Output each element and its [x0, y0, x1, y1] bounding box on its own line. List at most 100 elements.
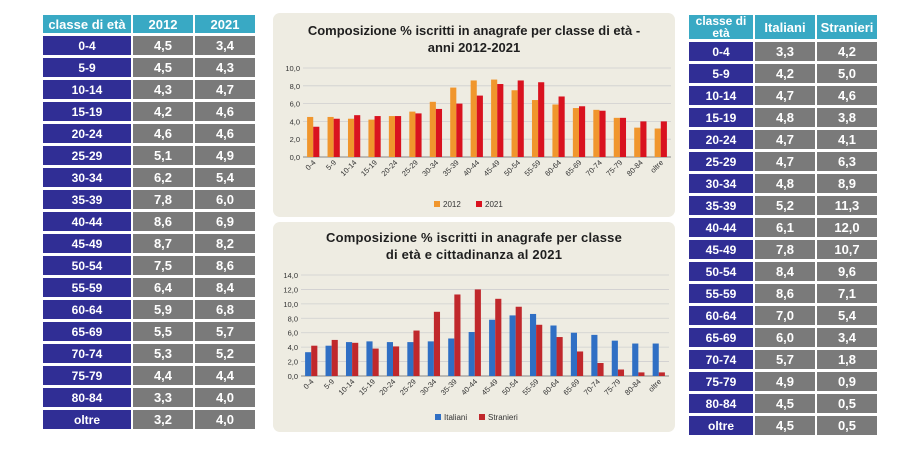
- bar-italiani: [427, 341, 434, 376]
- right-row: 65-69 6,0 3,4: [689, 328, 877, 347]
- left-value-cell: 6,0: [193, 190, 255, 209]
- left-value-cell: 4,0: [193, 410, 255, 429]
- left-age-cell: 50-54: [43, 256, 131, 275]
- bar-stranieri: [311, 345, 318, 376]
- x-tick-label: 60-64: [543, 158, 563, 178]
- right-value-cell: 5,0: [815, 64, 877, 83]
- right-value-cell: 3,4: [815, 328, 877, 347]
- left-value-cell: 4,6: [193, 102, 255, 121]
- bar-2012: [531, 100, 539, 157]
- left-age-cell: 65-69: [43, 322, 131, 341]
- x-tick-label: 0-4: [302, 377, 316, 391]
- right-value-cell: 4,8: [753, 108, 815, 127]
- left-value-cell: 6,9: [193, 212, 255, 231]
- bar-2021: [415, 113, 422, 157]
- left-value-cell: 4,6: [131, 124, 193, 143]
- left-age-cell: 5-9: [43, 58, 131, 77]
- right-value-cell: 4,7: [753, 152, 815, 171]
- x-tick-label: 75-79: [602, 377, 622, 397]
- right-value-cell: 10,7: [815, 240, 877, 259]
- x-tick-label: 20-24: [379, 158, 399, 178]
- left-value-cell: 7,8: [131, 190, 193, 209]
- bar-stranieri: [638, 372, 645, 376]
- right-value-cell: 5,2: [753, 196, 815, 215]
- right-value-cell: 6,1: [753, 218, 815, 237]
- left-age-cell: 75-79: [43, 366, 131, 385]
- left-value-cell: 3,3: [131, 388, 193, 407]
- x-tick-label: 65-69: [561, 377, 581, 397]
- right-age-cell: 65-69: [689, 328, 753, 347]
- right-value-cell: 4,5: [753, 416, 815, 435]
- chart-panel-2012-2021: Composizione % iscritti in anagrafe per …: [273, 13, 675, 217]
- right-value-cell: 1,8: [815, 350, 877, 369]
- left-row: 65-69 5,5 5,7: [43, 322, 255, 341]
- legend-swatch-2012: [434, 201, 440, 207]
- bar-2021: [538, 82, 545, 157]
- bar-2021: [640, 121, 647, 157]
- bar-italiani: [468, 331, 475, 376]
- left-age-cell: 55-59: [43, 278, 131, 297]
- x-tick-label: 65-69: [563, 158, 583, 178]
- bar-2021: [456, 103, 463, 157]
- left-age-cell: 30-34: [43, 168, 131, 187]
- left-row: 75-79 4,4 4,4: [43, 366, 255, 385]
- y-tick-label: 2,0: [288, 358, 298, 367]
- bar-2012: [347, 118, 355, 157]
- right-age-cell: 0-4: [689, 42, 753, 61]
- left-row: 70-74 5,3 5,2: [43, 344, 255, 363]
- x-tick-label: oltre: [649, 158, 666, 175]
- x-tick-label: 55-59: [521, 377, 541, 397]
- legend-swatch-italiani: [435, 414, 441, 420]
- bar-italiani: [611, 340, 618, 376]
- right-age-cell: 55-59: [689, 284, 753, 303]
- bar-italiani: [345, 342, 353, 376]
- x-tick-label: 40-44: [459, 377, 479, 397]
- y-tick-label: 4,0: [290, 117, 300, 126]
- bar-italiani: [325, 345, 332, 376]
- y-tick-label: 8,0: [290, 82, 300, 91]
- right-header-stranieri: Stranieri: [815, 15, 877, 39]
- right-age-cell: 20-24: [689, 130, 753, 149]
- x-tick-label: 75-79: [604, 158, 624, 178]
- bar-2012: [307, 116, 314, 157]
- bar-stranieri: [331, 339, 338, 376]
- right-value-cell: 3,8: [815, 108, 877, 127]
- left-age-cell: 80-84: [43, 388, 131, 407]
- right-row: 40-44 6,1 12,0: [689, 218, 877, 237]
- bar-2021: [354, 115, 361, 157]
- right-value-cell: 8,4: [753, 262, 815, 281]
- bar-2012: [429, 101, 436, 157]
- legend-label-2021: 2021: [485, 200, 503, 209]
- left-data-table: classe di età 2012 2021 0-4 4,5 3,4 5-9 4,5 4…: [43, 12, 255, 432]
- left-age-cell: 10-14: [43, 80, 131, 99]
- bar-italiani: [509, 315, 516, 376]
- left-age-cell: oltre: [43, 410, 131, 429]
- y-tick-label: 6,0: [290, 100, 300, 109]
- y-tick-label: 12,0: [283, 285, 298, 294]
- x-tick-label: 70-74: [582, 377, 602, 397]
- left-value-cell: 4,2: [131, 102, 193, 121]
- bar-2012: [634, 127, 641, 157]
- right-value-cell: 5,4: [815, 306, 877, 325]
- chart2-svg: 0,0 2,0 4,0 6,0 8,0 10,0 12,0 14,0 0-4 5-9 10-14 15…: [283, 271, 669, 422]
- x-tick-label: 45-49: [480, 377, 500, 397]
- left-header-2012: 2012: [131, 15, 193, 33]
- left-row: 35-39 7,8 6,0: [43, 190, 255, 209]
- x-tick-label: 20-24: [377, 377, 397, 397]
- bar-italiani: [591, 334, 598, 376]
- left-row: 60-64 5,9 6,8: [43, 300, 255, 319]
- right-value-cell: 4,2: [753, 64, 815, 83]
- bar-stranieri: [454, 294, 461, 376]
- right-age-cell: 45-49: [689, 240, 753, 259]
- left-value-cell: 3,4: [193, 36, 255, 55]
- x-tick-label: 25-29: [398, 377, 418, 397]
- x-tick-label: 80-84: [623, 377, 643, 397]
- bar-2021: [313, 126, 320, 157]
- bar-stranieri: [658, 372, 665, 376]
- bar-2021: [517, 80, 524, 157]
- left-age-cell: 25-29: [43, 146, 131, 165]
- bar-2012: [470, 80, 477, 157]
- x-tick-label: 5-9: [322, 377, 336, 391]
- y-tick-label: 4,0: [288, 343, 298, 352]
- left-value-cell: 5,1: [131, 146, 193, 165]
